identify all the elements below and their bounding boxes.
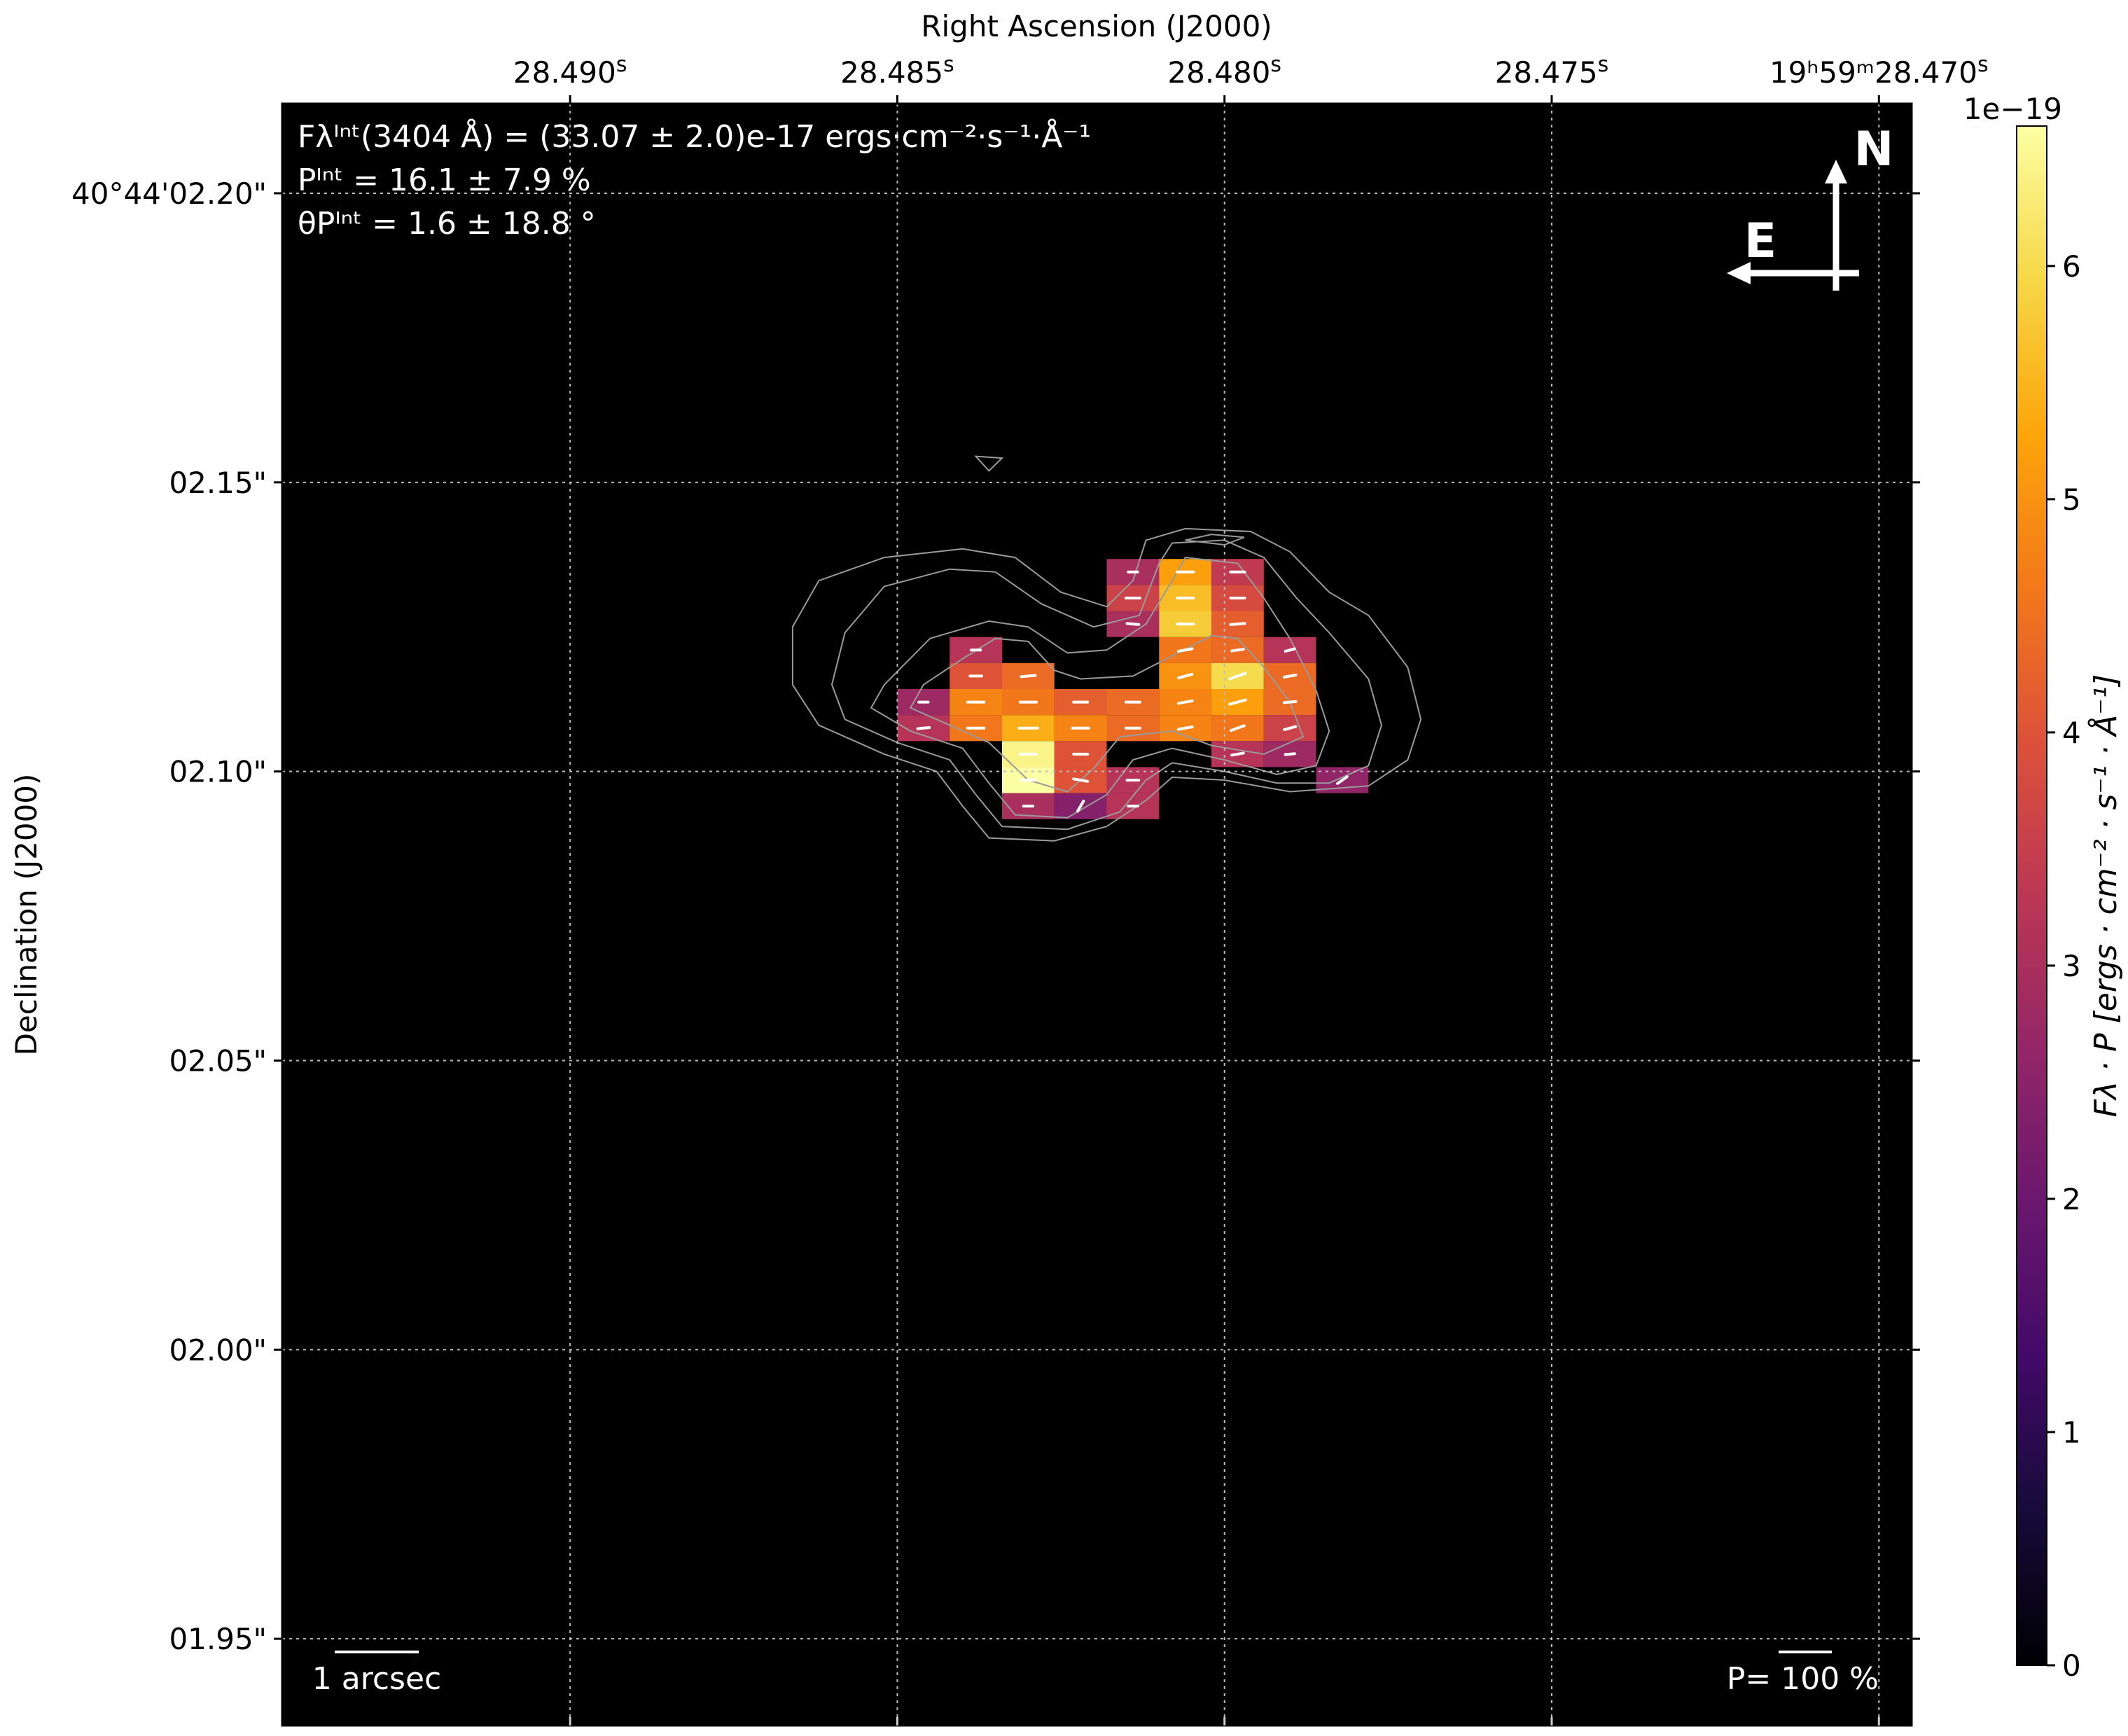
polarization-vectors — [916, 570, 1349, 813]
y-ticks: 40°44'02.20" 02.15" 02.10" 02.05" 02.00" 01.9… — [71, 176, 1920, 1656]
pol-scale-label: P= 100 % — [1727, 1661, 1879, 1697]
pol-vector-23 — [1176, 699, 1194, 705]
y-tick-label-3: 02.05" — [169, 1043, 267, 1078]
y-tick-label-2: 02.10" — [169, 755, 267, 789]
y-axis-title: Declination (J2000) — [9, 774, 43, 1056]
pol-vector-32 — [1229, 724, 1246, 732]
annotation-pol-degree: Pᴵⁿᵗ = 16.1 ± 7.9 % — [298, 162, 591, 198]
pol-vector-36 — [1230, 751, 1245, 757]
colorbar-tick-label-0: 0 — [2062, 1648, 2081, 1683]
x-tick-label-2: 28.480s — [1167, 53, 1281, 90]
annotation-flux: Fλᴵⁿᵗ(3404 Å) = (33.07 ± 2.0)e-17 ergs·c… — [298, 118, 1091, 155]
grid-lines — [282, 104, 1912, 1725]
compass-east-label: E — [1744, 214, 1776, 269]
heatmap-cells — [897, 559, 1369, 819]
contour-5 — [974, 455, 1004, 472]
colorbar-tick-label-4: 4 — [2062, 716, 2081, 750]
colorbar-tick-label-6: 6 — [2062, 249, 2081, 284]
y-tick-label-1: 02.15" — [169, 466, 267, 500]
contour-0 — [909, 634, 1305, 793]
compass-north-arrow-head — [1825, 160, 1847, 183]
contour-4 — [1185, 534, 1245, 546]
compass-north-label: N — [1854, 122, 1894, 177]
pol-vector-6 — [1125, 622, 1141, 626]
x-tick-label-1: 28.485s — [840, 53, 954, 90]
contour-2 — [830, 539, 1383, 831]
contour-3 — [791, 527, 1422, 842]
pol-vector-43 — [1076, 799, 1085, 813]
colorbar-tick-label-2: 2 — [2062, 1182, 2081, 1216]
pol-vector-14 — [1282, 673, 1298, 679]
colorbar-label: Fλ · P [ergs · cm⁻² · s⁻¹ · Å⁻¹] — [2087, 674, 2124, 1118]
pol-vector-39 — [1072, 777, 1090, 783]
pol-vector-31 — [1176, 725, 1194, 731]
scale-bar-label: 1 arcsec — [312, 1661, 441, 1697]
pol-vector-8 — [1229, 622, 1246, 626]
contour-1 — [870, 557, 1330, 819]
x-tick-label-4: 19ʰ59ᵐ28.470s — [1769, 53, 1989, 90]
pol-vector-24 — [1228, 698, 1247, 706]
plot-frame — [281, 102, 1913, 1727]
pol-vector-33 — [1283, 725, 1298, 731]
contour-lines — [791, 455, 1422, 842]
x-ticks: 28.490s 28.485s 28.480s 28.475s 19ʰ59ᵐ28.470… — [513, 53, 1989, 1725]
colorbar-tick-label-3: 3 — [2062, 949, 2081, 983]
plot-area — [282, 104, 1912, 1725]
pol-vector-41 — [1336, 775, 1349, 785]
pol-vector-10 — [1230, 648, 1245, 653]
pol-vector-17 — [1020, 674, 1037, 679]
annotation-pol-angle: θPᴵⁿᵗ = 1.6 ± 18.8 ° — [298, 206, 596, 242]
pol-vector-11 — [1284, 647, 1296, 653]
compass-east-arrow-head — [1727, 262, 1751, 284]
y-tick-label-0: 40°44'02.20" — [71, 176, 267, 211]
x-axis-title: Right Ascension (J2000) — [921, 9, 1272, 43]
pol-vector-13 — [1228, 672, 1247, 681]
y-tick-label-4: 02.00" — [169, 1333, 267, 1367]
pol-vector-9 — [1176, 647, 1194, 653]
compass: N E — [1727, 122, 1893, 291]
y-tick-label-5: 01.95" — [169, 1622, 267, 1656]
x-tick-label-0: 28.490s — [513, 53, 627, 90]
colorbar — [2016, 125, 2047, 1666]
colorbar-ticks: 0 1 2 3 4 5 6 — [2047, 249, 2081, 1683]
colorbar-tick-label-1: 1 — [2062, 1415, 2081, 1450]
pol-vector-12 — [1176, 672, 1194, 680]
colorbar-multiplier: 1e−19 — [1963, 92, 2062, 126]
x-tick-label-3: 28.475s — [1495, 53, 1609, 90]
colorbar-tick-label-5: 5 — [2062, 482, 2081, 517]
